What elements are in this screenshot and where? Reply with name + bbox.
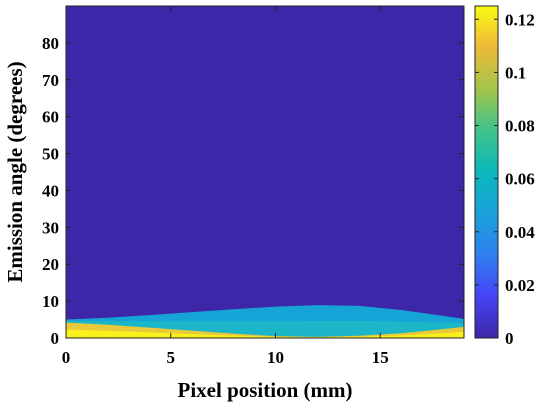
colorbar-tick-label: 0.12 xyxy=(505,10,535,29)
y-tick-label: 0 xyxy=(51,329,60,348)
y-tick-label: 20 xyxy=(42,255,59,274)
colorbar-tick-label: 0.04 xyxy=(505,223,535,242)
x-axis: 0 5 10 15 xyxy=(62,6,389,367)
colorbar-tick-label: 0.02 xyxy=(505,276,535,295)
colorbar-tick-label: 0.1 xyxy=(505,63,526,82)
colorbar: 0 0.02 0.04 0.06 0.08 0.1 0.12 xyxy=(474,5,535,348)
y-tick-label: 80 xyxy=(42,34,59,53)
x-tick-label: 15 xyxy=(372,348,389,367)
y-tick-label: 30 xyxy=(42,218,59,237)
plot-area xyxy=(65,5,465,339)
colorbar-tick-label: 0 xyxy=(505,329,514,348)
y-tick-label: 50 xyxy=(42,145,59,164)
x-axis-label: Pixel position (mm) xyxy=(178,378,353,402)
y-tick-label: 40 xyxy=(42,181,59,200)
colorbar-gradient xyxy=(474,5,499,339)
x-tick-label: 0 xyxy=(62,348,71,367)
colorbar-tick-label: 0.06 xyxy=(505,170,535,189)
colorbar-tick-label: 0.08 xyxy=(505,117,535,136)
x-tick-label: 5 xyxy=(166,348,175,367)
y-tick-label: 60 xyxy=(42,108,59,127)
plot-frame xyxy=(65,5,465,339)
emission-band-core xyxy=(66,329,464,338)
y-axis: 0 10 20 30 40 50 60 70 80 xyxy=(42,34,464,348)
y-axis-label: Emission angle (degrees) xyxy=(3,61,27,282)
heatmap-background xyxy=(66,6,464,338)
x-tick-label: 10 xyxy=(267,348,284,367)
y-tick-label: 70 xyxy=(42,71,59,90)
y-tick-label: 10 xyxy=(42,292,59,311)
